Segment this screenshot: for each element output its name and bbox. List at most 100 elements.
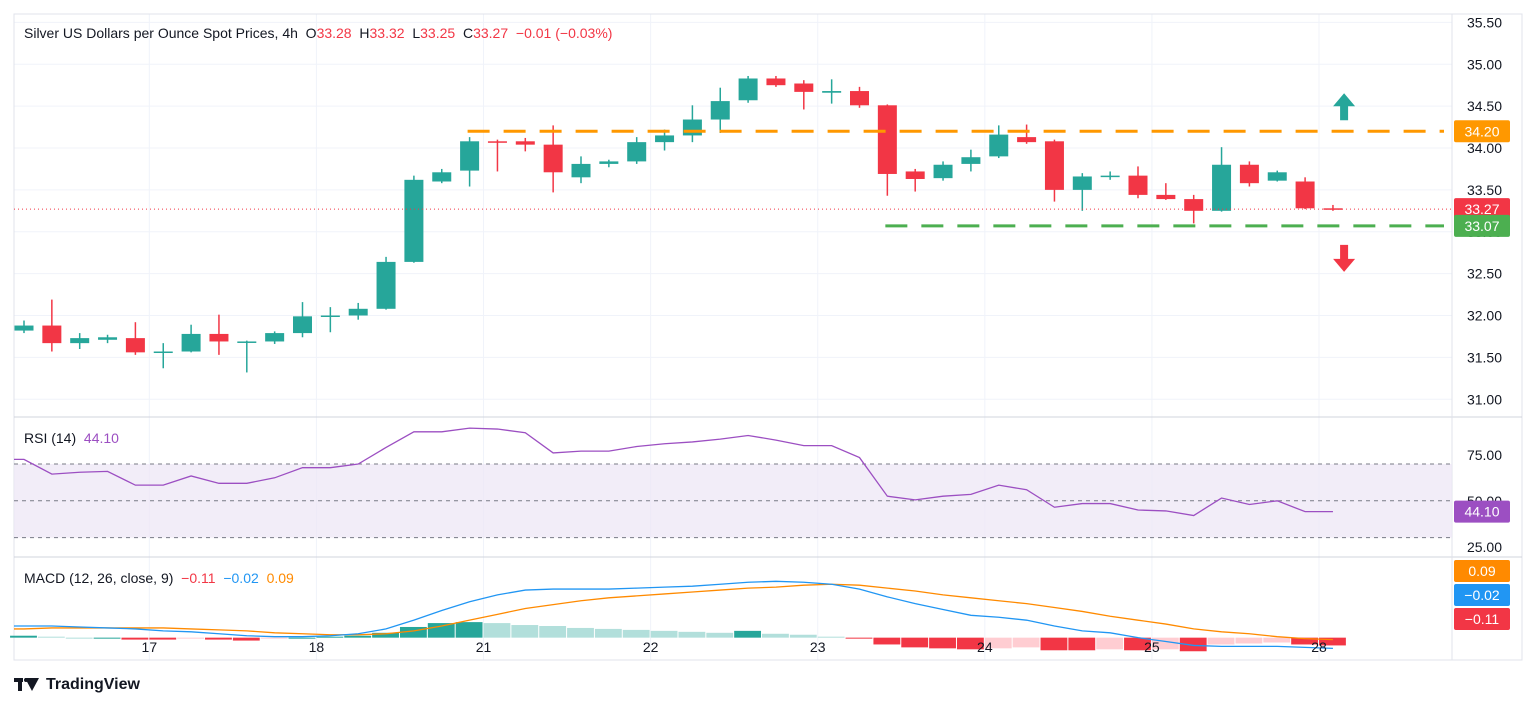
macd-histogram-bar: [929, 637, 956, 649]
x-tick-label: 24: [977, 639, 993, 655]
candle-body: [1100, 175, 1120, 178]
candle-body: [515, 141, 535, 145]
macd-histogram-bar: [399, 626, 427, 638]
chart-title: Silver US Dollars per Ounce Spot Prices,…: [24, 25, 298, 41]
macd-histogram-bar: [734, 630, 762, 638]
macd-histogram-bar: [511, 625, 539, 638]
candle-body: [738, 78, 758, 101]
price-tick-label: 31.50: [1467, 349, 1502, 365]
macd-hist-tag-bg: [1454, 560, 1510, 582]
macd-histogram-bar: [1124, 637, 1151, 651]
price-tick-label: 34.00: [1467, 140, 1502, 156]
macd-histogram-bar: [372, 632, 399, 638]
candle-body: [70, 338, 90, 344]
macd-histogram-bar: [149, 637, 177, 640]
tradingview-logo-icon: [14, 678, 40, 692]
price-tick-label: 33.50: [1467, 182, 1502, 198]
price-tick-label: 32.00: [1467, 308, 1502, 324]
candle-body: [961, 157, 981, 164]
macd-value-tag: −0.11: [1465, 611, 1500, 627]
candle-body: [933, 164, 953, 179]
price-tick-label: 35.00: [1467, 56, 1502, 72]
candle-body: [627, 142, 647, 162]
macd-legend: MACD (12, 26, close, 9) −0.11 −0.02 0.09: [24, 570, 294, 586]
macd-histogram-bar: [1096, 637, 1124, 650]
macd-histogram-bar: [205, 637, 232, 640]
change-value: −0.01 (−0.03%): [515, 25, 613, 41]
candle-body: [181, 333, 201, 352]
up-arrow-icon: [1333, 93, 1356, 121]
candle-body: [822, 91, 842, 93]
macd-histogram-bar: [984, 637, 1012, 649]
macd-label: MACD (12, 26, close, 9): [24, 570, 174, 586]
candle-body: [237, 341, 257, 343]
macd-histogram-bar: [706, 632, 734, 638]
macd-histogram-bar: [344, 635, 372, 638]
candle-body: [1212, 164, 1232, 211]
close-label: C: [462, 25, 474, 41]
support-price-tag-bg: [1454, 214, 1510, 237]
macd-histogram-bar: [483, 623, 511, 638]
candle-body: [1128, 175, 1148, 195]
candle-body: [153, 351, 173, 354]
macd-histogram-bar: [817, 636, 845, 638]
candle-body: [432, 172, 452, 182]
macd-hist-tag: 0.09: [1468, 563, 1495, 579]
candle-body: [905, 171, 925, 179]
x-tick-label: 23: [810, 639, 826, 655]
macd-histogram-bar: [539, 626, 567, 638]
price-tick-label: 32.50: [1467, 266, 1502, 282]
candle-body: [1072, 176, 1092, 190]
open-value: 33.28: [316, 25, 352, 41]
candle-body: [1184, 199, 1204, 211]
macd-histogram-bar: [260, 637, 288, 639]
candle-body: [487, 141, 507, 143]
chart-frame: [13, 13, 1523, 661]
candle-body: [1295, 181, 1315, 209]
support-price-tag: 33.07: [1464, 218, 1499, 234]
macd-histogram-bar: [1151, 637, 1179, 650]
last-price-tag: 33.27: [1464, 201, 1499, 217]
macd-signal-tag-bg: [1454, 584, 1510, 606]
close-value: 33.27: [473, 25, 509, 41]
candle-body: [989, 134, 1009, 157]
macd-histogram-bar: [1179, 637, 1207, 652]
x-tick-label: 21: [476, 639, 492, 655]
macd-histogram-bar: [232, 637, 260, 641]
candle-body: [794, 83, 814, 92]
candle-body: [376, 261, 396, 309]
candle-body: [1044, 141, 1064, 190]
candle-body: [850, 91, 869, 106]
macd-histogram-bar: [956, 637, 984, 650]
rsi-value-tag: 44.10: [1464, 504, 1499, 520]
rsi-tick-label: 75.00: [1467, 447, 1502, 463]
x-tick-label: 25: [1144, 639, 1160, 655]
footer-brand[interactable]: TradingView: [14, 676, 140, 694]
candle-body: [1017, 137, 1037, 143]
last-price-tag-bg: [1454, 198, 1510, 221]
candle-body: [1239, 164, 1259, 184]
resistance-price-tag: 34.20: [1464, 123, 1499, 139]
macd-histogram-bar: [93, 637, 121, 639]
brand-name: TradingView: [46, 676, 140, 693]
rsi-value: 44.10: [83, 430, 119, 446]
price-tick-label: 34.50: [1467, 98, 1502, 114]
resistance-price-tag-bg: [1454, 120, 1510, 143]
candle-body: [348, 308, 368, 316]
candle-body: [766, 78, 786, 86]
candle-body: [404, 179, 424, 262]
price-tick-label: 35.50: [1467, 14, 1502, 30]
macd-histogram-bar: [37, 636, 65, 638]
macd-value-tag-bg: [1454, 608, 1510, 630]
macd-line: [14, 580, 1333, 649]
low-label: L: [412, 25, 421, 41]
macd-histogram-bar: [622, 629, 650, 638]
macd-signal-tag: −0.02: [1464, 587, 1500, 603]
macd-histogram-bar: [1207, 637, 1235, 645]
candle-body: [125, 338, 145, 353]
macd-histogram-bar: [567, 627, 594, 638]
macd-histogram-bar: [316, 636, 344, 638]
macd-histogram-bar: [594, 628, 622, 638]
